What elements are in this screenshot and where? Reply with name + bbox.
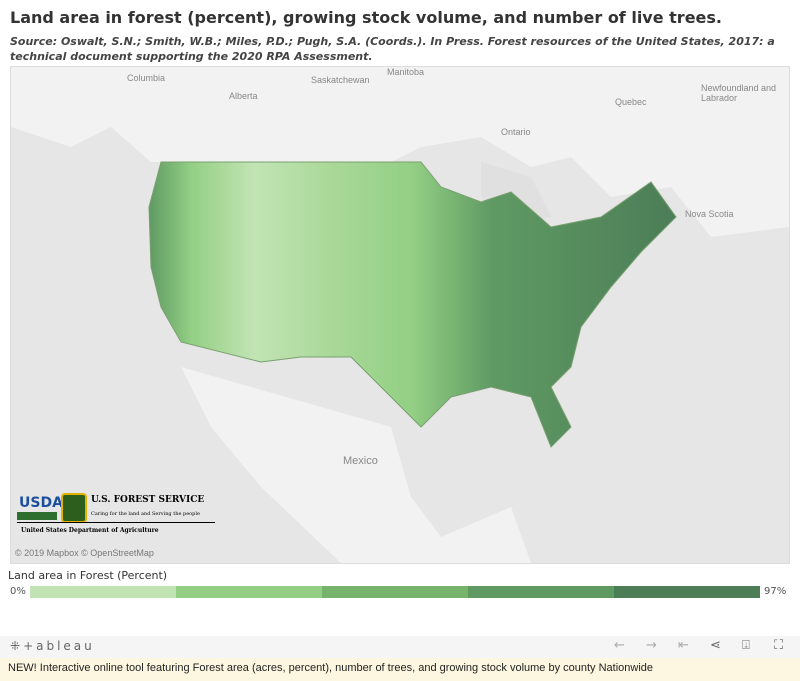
map-label-quebec: Quebec — [615, 97, 647, 107]
undo-icon[interactable]: ← — [614, 638, 625, 653]
usa-counties — [148, 161, 677, 448]
map-label-alberta: Alberta — [229, 91, 258, 101]
legend-step-2 — [176, 586, 322, 598]
map-label-manitoba: Manitoba — [387, 67, 425, 77]
announcement-banner[interactable]: NEW! Interactive online tool featuring F… — [0, 658, 800, 681]
fullscreen-icon[interactable]: ⛶ — [774, 638, 784, 653]
map-label-saskatchewan: Saskatchewan — [311, 75, 370, 85]
tableau-toolbar: ⁜+ableau ← → ⇤ ⋖ ⍗ ⛶ — [0, 636, 800, 658]
map-attribution[interactable]: © 2019 Mapbox © OpenStreetMap — [15, 548, 154, 558]
usfs-logo: USDA U.S. FOREST SERVICE Caring for the … — [17, 491, 217, 541]
download-icon[interactable]: ⍗ — [742, 638, 750, 653]
canada-landmass — [11, 67, 789, 237]
tableau-icon: ⁜ — [10, 639, 24, 653]
map-label-ontario: Ontario — [501, 127, 531, 137]
banner-text: NEW! Interactive online tool featuring F… — [8, 662, 654, 674]
mexico-landmass — [181, 367, 531, 563]
map-label-newfoundland: Newfoundland and Labrador — [701, 83, 777, 103]
forest-map[interactable]: Columbia Alberta Saskatchewan Manitoba O… — [10, 66, 790, 564]
legend-step-1 — [30, 586, 176, 598]
page-title: Land area in forest (percent), growing s… — [10, 8, 722, 27]
map-label-nova-scotia: Nova Scotia — [685, 209, 734, 219]
legend-step-4 — [468, 586, 614, 598]
tableau-logo[interactable]: ⁜+ableau — [10, 639, 95, 653]
map-label-mexico: Mexico — [343, 455, 378, 467]
redo-icon[interactable]: → — [646, 638, 657, 653]
share-icon[interactable]: ⋖ — [710, 638, 721, 653]
map-canvas — [11, 67, 789, 563]
legend-title: Land area in Forest (Percent) — [8, 569, 168, 582]
legend-color-ramp — [30, 586, 760, 598]
map-label-columbia: Columbia — [127, 73, 166, 83]
legend-step-3 — [322, 586, 468, 598]
source-note: Source: Oswalt, S.N.; Smith, W.B.; Miles… — [10, 35, 775, 63]
legend-step-5 — [614, 586, 760, 598]
revert-icon[interactable]: ⇤ — [678, 638, 689, 653]
legend-min: 0% — [10, 586, 26, 597]
legend-max: 97% — [764, 586, 787, 597]
